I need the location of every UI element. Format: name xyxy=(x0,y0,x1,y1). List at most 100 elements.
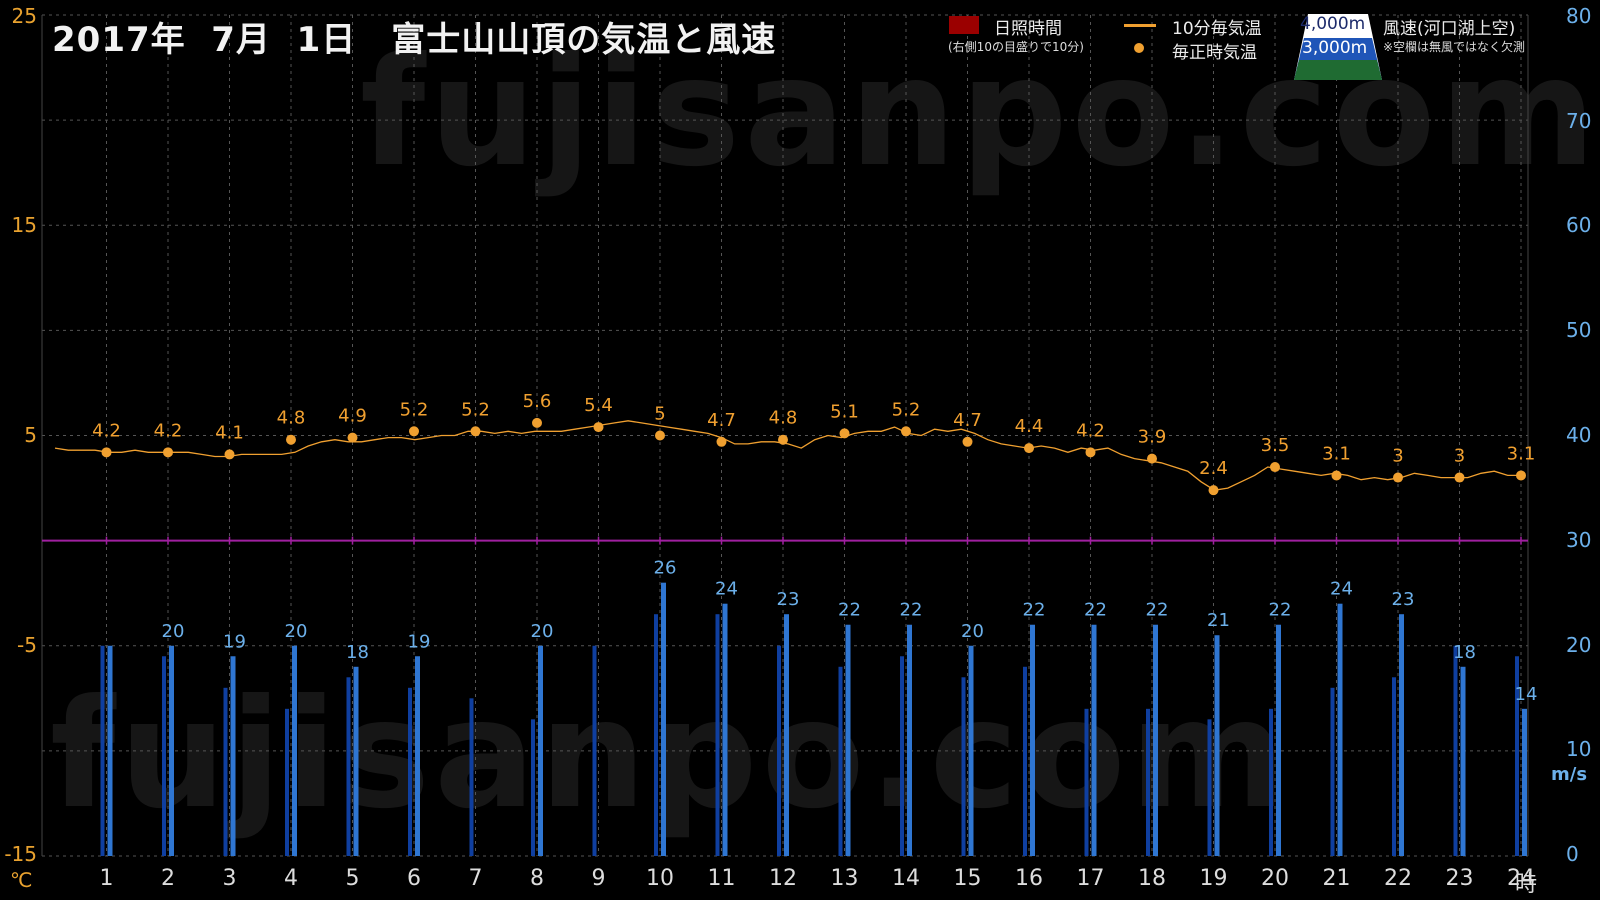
hourly-temp-point xyxy=(1024,443,1034,454)
wind-value-label: 22 xyxy=(1084,600,1107,621)
x-tick-label: 7 xyxy=(468,866,483,891)
wind-value-label: 20 xyxy=(961,621,984,642)
x-tick-label: 17 xyxy=(1076,866,1105,891)
hourly-temp-point xyxy=(101,447,112,458)
hourly-temp-point xyxy=(470,426,481,437)
legend-wind-3000: 3,000m xyxy=(1302,38,1368,58)
x-tick-label: 15 xyxy=(953,866,982,891)
hourly-temp-label: 2.4 xyxy=(1199,458,1228,479)
hourly-temp-label: 4.7 xyxy=(953,410,982,431)
hourly-temp-point xyxy=(962,436,973,447)
wind-bar-4000m xyxy=(1091,624,1097,856)
hourly-temp-point xyxy=(1516,470,1526,481)
hourly-temp-point xyxy=(1393,472,1403,483)
hourly-temp-label: 4.2 xyxy=(154,420,183,441)
x-tick-label: 12 xyxy=(769,866,797,891)
y-right-tick-70: 70 xyxy=(1566,109,1592,133)
wind-value-label: 22 xyxy=(1146,600,1169,621)
temp-10min-line xyxy=(54,420,1521,491)
x-tick-label: 22 xyxy=(1384,866,1412,891)
y-left-tick-5: 5 xyxy=(24,423,37,447)
wind-value-label: 18 xyxy=(1453,642,1476,663)
hourly-temp-label: 3.9 xyxy=(1138,427,1167,448)
hourly-temp-label: 4.9 xyxy=(338,406,367,427)
x-tick-label: 11 xyxy=(707,866,736,891)
hourly-temp-label: 4.1 xyxy=(215,422,244,443)
wind-bar-4000m xyxy=(968,645,974,856)
wind-bar-3000m xyxy=(592,645,597,856)
hourly-temp-label: 5.2 xyxy=(461,399,490,420)
legend-temp-hourly: 毎正時気温 xyxy=(1172,43,1257,63)
wind-bar-4000m xyxy=(538,645,543,856)
wind-bar-4000m xyxy=(1522,708,1527,856)
hourly-temp-label: 4.4 xyxy=(1015,416,1044,437)
legend-temp10: 10分毎気温 xyxy=(1172,19,1262,39)
wind-value-label: 24 xyxy=(715,579,738,600)
wind-value-label: 20 xyxy=(285,621,308,642)
legend-wind-note: ※空欄は無風ではなく欠測 xyxy=(1383,40,1526,54)
hourly-temp-point xyxy=(224,449,235,460)
wind-value-label: 23 xyxy=(777,589,800,610)
wind-bar-4000m xyxy=(292,645,297,856)
y-right-tick-20: 20 xyxy=(1566,633,1592,657)
hourly-temp-point xyxy=(1147,453,1157,464)
hourly-temp-point xyxy=(839,428,850,439)
wind-bar-3000m xyxy=(1084,708,1089,856)
wind-value-label: 18 xyxy=(346,642,369,663)
y-left-tick-minus5: -5 xyxy=(17,633,37,657)
hourly-temp-point xyxy=(1085,447,1096,458)
wind-bar-3000m xyxy=(900,656,904,856)
hourly-temp-label: 3.1 xyxy=(1507,443,1536,464)
hourly-temp-point xyxy=(901,426,911,437)
wind-bar-4000m xyxy=(907,624,912,856)
hourly-temp-label: 5.2 xyxy=(892,399,921,420)
y-left-tick-15: 15 xyxy=(11,213,37,237)
wind-bar-3000m xyxy=(654,614,658,856)
hourly-temp-point xyxy=(347,432,358,443)
hourly-temp-point xyxy=(1270,462,1280,473)
wind-value-label: 19 xyxy=(408,631,431,652)
wind-bar-3000m xyxy=(1515,656,1519,856)
hourly-temp-point xyxy=(716,436,727,447)
wind-bar-4000m xyxy=(353,666,359,856)
wind-bar-4000m xyxy=(1337,603,1343,856)
hourly-temp-point xyxy=(1331,470,1342,481)
wind-bar-3000m xyxy=(1330,687,1335,856)
wind-value-label: 26 xyxy=(654,558,677,579)
wind-bar-3000m xyxy=(346,677,351,856)
hourly-temp-label: 3.1 xyxy=(1322,443,1351,464)
y-right-tick-0: 0 xyxy=(1566,842,1579,866)
y-left-tick-minus15: -15 xyxy=(4,842,37,866)
wind-bar-4000m xyxy=(1460,666,1466,856)
legend-wind-title: 風速(河口湖上空) xyxy=(1383,19,1516,39)
legend-mountain-icon xyxy=(1294,14,1382,80)
wind-value-label: 20 xyxy=(162,621,185,642)
wind-bar-3000m xyxy=(1146,708,1150,856)
wind-bar-3000m xyxy=(531,719,535,856)
x-tick-label: 10 xyxy=(646,866,674,891)
wind-value-label: 21 xyxy=(1207,610,1230,631)
wind-bar-3000m xyxy=(1207,719,1212,856)
y-right-tick-50: 50 xyxy=(1566,318,1592,342)
legend-sunshine-note: (右側10の目盛りで10分) xyxy=(948,40,1084,54)
hourly-temp-point xyxy=(286,434,296,445)
x-tick-label: 19 xyxy=(1199,866,1228,891)
x-tick-label: 6 xyxy=(407,866,421,891)
wind-bar-4000m xyxy=(661,582,666,856)
y-right-tick-60: 60 xyxy=(1566,213,1592,237)
wind-bar-3000m xyxy=(408,687,412,856)
x-axis-unit: 時 xyxy=(1515,872,1538,897)
wind-bar-3000m xyxy=(469,698,474,856)
hourly-temp-point xyxy=(532,417,542,428)
wind-value-label: 24 xyxy=(1330,579,1353,600)
x-tick-label: 20 xyxy=(1261,866,1289,891)
hourly-temp-point xyxy=(593,422,604,433)
wind-bar-4000m xyxy=(1399,614,1404,856)
hourly-temp-label: 3 xyxy=(1454,446,1465,467)
hourly-temp-label: 5.6 xyxy=(523,391,552,412)
x-tick-label: 8 xyxy=(530,866,544,891)
hourly-temp-label: 5 xyxy=(654,404,665,425)
y-right-tick-10: 10 xyxy=(1566,737,1592,761)
y-right-tick-80: 80 xyxy=(1566,4,1592,28)
